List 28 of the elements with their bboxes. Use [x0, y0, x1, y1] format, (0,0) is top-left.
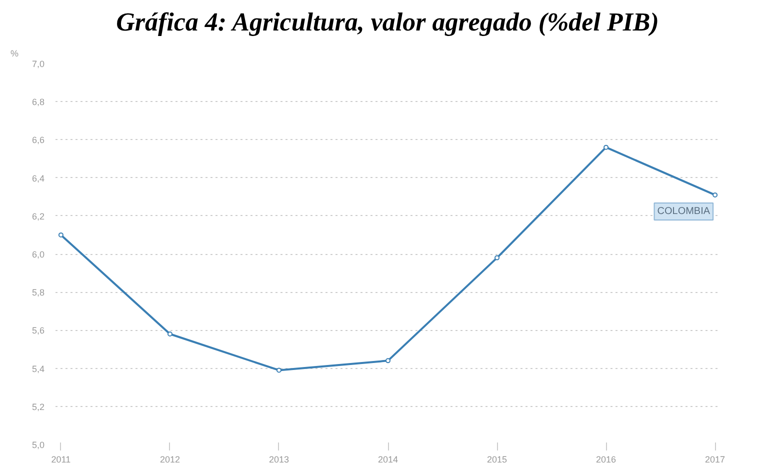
x-tick-label: 2015	[487, 454, 508, 464]
series-label: COLOMBIA	[657, 206, 710, 217]
y-tick-label: 6,0	[32, 250, 45, 260]
x-tick-label: 2017	[705, 454, 726, 464]
y-tick-label: 7,0	[32, 59, 45, 69]
y-tick-label: 6,8	[32, 97, 45, 108]
point	[167, 332, 172, 337]
y-tick-label: 5,8	[32, 288, 45, 298]
point	[494, 255, 500, 260]
y-tick-label: 5,0	[32, 440, 45, 450]
x-tick-label: 2014	[378, 454, 398, 464]
x-tick-label: 2013	[268, 454, 290, 464]
y-tick-label: 5,6	[32, 326, 45, 336]
x-tick-label: 2011	[51, 454, 71, 464]
point	[604, 144, 609, 150]
point	[276, 368, 282, 373]
point	[58, 232, 64, 238]
y-tick-label: 6,6	[32, 135, 45, 146]
point	[386, 358, 390, 364]
x-tick-label: 2012	[160, 454, 180, 464]
y-tick-label: 6,4	[32, 173, 45, 184]
y-tick-label: 5,4	[32, 364, 45, 374]
point	[712, 192, 718, 198]
x-tick-label: 2016	[596, 454, 616, 464]
chart-title: Gráfica 4: Agricultura, valor agregado (%del PIB)	[116, 8, 659, 36]
y-tick-label: 6,2	[32, 211, 45, 222]
y-axis-title: %	[10, 48, 19, 58]
y-tick-label: 5,2	[32, 402, 45, 412]
